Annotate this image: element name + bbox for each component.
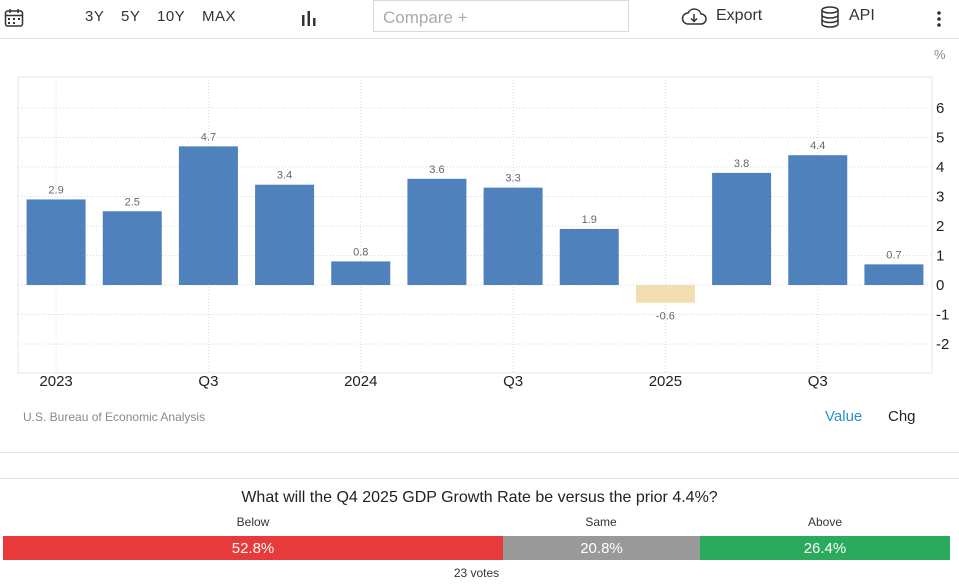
- bar-value-label: 4.4: [810, 140, 825, 152]
- bar-value-label: 2.9: [48, 184, 63, 196]
- poll-segment-above[interactable]: 26.4%: [699, 536, 950, 560]
- bar-value-label: 3.8: [734, 158, 749, 170]
- bar: [178, 146, 238, 285]
- x-tick-label: 2024: [344, 373, 377, 390]
- poll-segment-below[interactable]: 52.8%: [3, 536, 504, 560]
- range-3y-button[interactable]: 3Y: [85, 8, 105, 25]
- chart-svg: 6 5 4 3 2 1 0 -1 -2% 2.9 2.5 4.7 3.4 0.8 3.6 3.3 1.9 -0.6…: [17, 47, 949, 390]
- x-tick-label: Q3: [198, 373, 218, 390]
- bar: [26, 199, 86, 285]
- chart-source: U.S. Bureau of Economic Analysis: [23, 410, 206, 424]
- value-toggle[interactable]: Value: [825, 408, 863, 425]
- y-tick-label: 0: [936, 277, 944, 294]
- api-button[interactable]: API: [849, 7, 875, 24]
- poll-question: What will the Q4 2025 GDP Growth Rate be…: [241, 489, 718, 506]
- x-tick-label: Q3: [503, 373, 523, 390]
- x-tick-label: Q3: [808, 373, 828, 390]
- range-5y-button[interactable]: 5Y: [121, 8, 141, 25]
- section-divider: [0, 478, 959, 479]
- range-max-button[interactable]: MAX: [202, 8, 237, 25]
- bar-value-label: 1.9: [582, 214, 597, 226]
- y-tick-label: -2: [936, 336, 949, 353]
- x-tick-label: 2025: [649, 373, 682, 390]
- poll-label-same: Same: [585, 515, 617, 529]
- poll-label-below: Below: [236, 515, 270, 529]
- bar: [483, 187, 543, 285]
- bar: [559, 228, 619, 285]
- bar: [788, 155, 848, 285]
- bar: [864, 264, 924, 285]
- section-divider: [0, 452, 959, 453]
- y-tick-label: 5: [936, 130, 944, 147]
- y-tick-label: 4: [936, 159, 944, 176]
- poll-votes-count: 23 votes: [453, 566, 500, 580]
- poll-segment-same[interactable]: 20.8%: [503, 536, 700, 560]
- bar: [331, 261, 391, 285]
- bar: [255, 184, 315, 285]
- range-10y-button[interactable]: 10Y: [157, 8, 186, 25]
- y-tick-label: 2: [936, 218, 944, 235]
- y-unit-label: %: [934, 47, 946, 62]
- bar-value-label: 4.7: [201, 131, 216, 143]
- y-tick-label: 6: [936, 100, 944, 117]
- x-tick-label: 2023: [39, 373, 72, 390]
- compare-input[interactable]: Compare +: [373, 0, 629, 32]
- poll-label-above: Above: [807, 515, 843, 529]
- y-tick-label: 1: [936, 248, 944, 265]
- more-vertical-icon[interactable]: [935, 10, 943, 33]
- bar-value-label: 3.4: [277, 170, 292, 182]
- y-tick-label: -1: [936, 307, 949, 324]
- bar-chart-icon[interactable]: [300, 9, 318, 32]
- bar: [712, 172, 772, 285]
- bar-value-label: 3.6: [429, 164, 444, 176]
- chg-toggle[interactable]: Chg: [888, 408, 916, 425]
- database-icon[interactable]: [820, 6, 840, 33]
- bar: [407, 178, 467, 285]
- gdp-growth-chart: 6 5 4 3 2 1 0 -1 -2% 2.9 2.5 4.7 3.4 0.8 3.6 3.3 1.9 -0.6…: [0, 40, 959, 400]
- bar-value-label: 2.5: [125, 196, 140, 208]
- calendar-icon[interactable]: [4, 8, 24, 33]
- bar-value-label: 0.8: [353, 246, 368, 258]
- poll-results-bar: 52.8% 20.8% 26.4%: [3, 536, 950, 560]
- bar-value-label: -0.6: [656, 311, 675, 323]
- cloud-download-icon[interactable]: [681, 7, 707, 32]
- export-button[interactable]: Export: [716, 7, 763, 24]
- bar-value-label: 3.3: [505, 173, 520, 185]
- toolbar: 3Y 5Y 10Y MAX Compare + Export API: [0, 0, 959, 39]
- bar: [102, 211, 162, 285]
- bar-value-label: 0.7: [886, 249, 901, 261]
- y-tick-label: 3: [936, 189, 944, 206]
- bar: [635, 285, 695, 303]
- plot-frame: [17, 76, 933, 374]
